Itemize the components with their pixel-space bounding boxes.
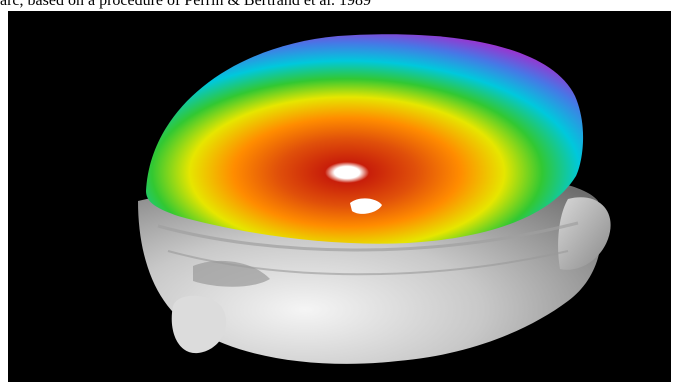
caption-text: arc, based on a procedure of Perrin & Be…: [0, 0, 371, 9]
ear-shape: [558, 197, 611, 270]
topographic-map: [146, 34, 584, 244]
hotspot-marker: [350, 198, 382, 214]
brain-map-image: [8, 11, 671, 382]
head-illustration: [8, 11, 671, 382]
nose-shape: [171, 295, 227, 354]
